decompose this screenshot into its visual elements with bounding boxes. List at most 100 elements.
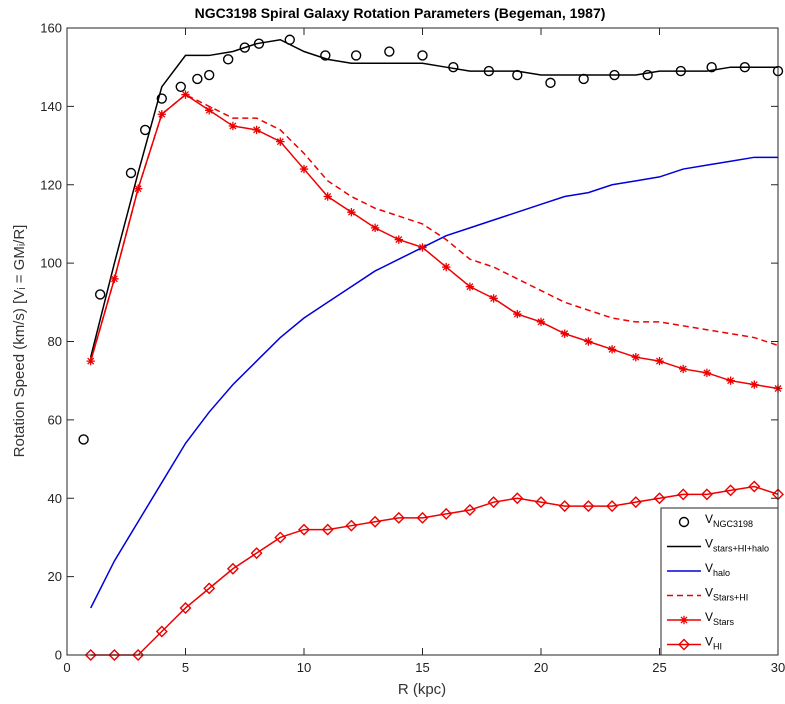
data-point xyxy=(584,337,593,346)
data-point xyxy=(156,93,168,104)
data-point xyxy=(679,364,688,374)
data-point xyxy=(84,649,97,661)
series-v-stars-hi xyxy=(89,93,779,362)
legend-label-sub: NGC3198 xyxy=(713,519,753,529)
data-point xyxy=(536,317,546,327)
legend-label: Vstars+HI+halo xyxy=(705,537,769,554)
series-v-hi xyxy=(84,480,784,661)
data-point xyxy=(239,42,250,53)
data-point xyxy=(513,309,522,319)
data-point xyxy=(487,496,500,509)
legend: VNGC3198Vstars+HI+haloVhaloVStars+HIVSta… xyxy=(660,507,779,656)
data-point xyxy=(228,121,238,131)
y-tick-label: 160 xyxy=(40,21,62,36)
legend-swatch-marker xyxy=(678,516,690,528)
data-point xyxy=(558,500,571,513)
series-line-v-stars-hi xyxy=(89,93,779,362)
legend-label-sub: Stars+HI xyxy=(713,593,748,603)
data-point xyxy=(125,167,137,179)
data-point xyxy=(298,523,310,536)
data-point xyxy=(560,329,569,338)
data-point xyxy=(222,54,234,65)
data-point xyxy=(489,294,498,303)
data-point xyxy=(133,184,143,193)
legend-label: VHI xyxy=(705,635,722,652)
data-point xyxy=(629,496,642,509)
data-point xyxy=(442,262,451,272)
legend-label-main: V xyxy=(705,610,713,624)
data-point xyxy=(369,515,382,528)
legend-label-sub: stars+HI+halo xyxy=(713,544,769,554)
data-point xyxy=(463,504,476,516)
data-point xyxy=(392,511,405,524)
data-point xyxy=(384,46,395,57)
x-tick-label: 5 xyxy=(182,660,189,675)
x-tick-label: 25 xyxy=(652,660,666,675)
data-point xyxy=(655,356,664,366)
chart-title: NGC3198 Spiral Galaxy Rotation Parameter… xyxy=(195,5,606,21)
legend-label-sub: halo xyxy=(713,568,730,578)
data-point xyxy=(347,207,356,217)
data-point xyxy=(181,90,190,99)
data-point xyxy=(323,192,332,201)
legend-box xyxy=(660,507,779,656)
data-point xyxy=(748,480,761,493)
y-tick-label: 60 xyxy=(48,412,62,427)
data-point xyxy=(108,649,121,661)
legend-item-v-halo: Vhalo xyxy=(667,561,730,578)
data-point xyxy=(417,50,428,61)
tick-layer: 0 5 10 15 20 25 30 0 20 40 60 80 100 120 140 160 xyxy=(40,21,785,676)
legend-label: VStars xyxy=(705,610,735,627)
data-point xyxy=(321,523,334,536)
data-point xyxy=(642,69,653,81)
data-point xyxy=(192,73,203,85)
legend-item-v-hi: VHI xyxy=(667,635,722,652)
data-point xyxy=(418,243,427,252)
data-point xyxy=(726,376,735,385)
data-point xyxy=(535,496,547,509)
data-point xyxy=(155,625,168,638)
data-point xyxy=(724,484,737,497)
x-tick-label: 15 xyxy=(415,660,429,675)
data-point xyxy=(86,356,95,366)
legend-label-main: V xyxy=(705,635,713,649)
data-point xyxy=(78,434,89,445)
x-tick-label: 10 xyxy=(297,660,311,675)
legend-label-main: V xyxy=(705,586,713,600)
y-tick-label: 80 xyxy=(48,334,62,349)
legend-item-v-stars-hi-halo: Vstars+HI+halo xyxy=(667,537,769,554)
x-tick-label: 30 xyxy=(771,660,785,675)
data-point xyxy=(582,500,595,513)
legend-label-main: V xyxy=(705,537,713,551)
data-point xyxy=(606,500,619,513)
data-point xyxy=(345,519,358,532)
legend-item-v-ngc3198: VNGC3198 xyxy=(678,512,753,529)
series-line-v-halo xyxy=(90,156,778,609)
plot-area xyxy=(67,28,778,655)
x-tick-label: 0 xyxy=(63,660,70,675)
data-point xyxy=(545,77,556,89)
data-point xyxy=(653,492,666,505)
data-point xyxy=(179,601,192,614)
legend-label-main: V xyxy=(705,512,713,526)
series-layer xyxy=(78,34,784,661)
data-point xyxy=(465,282,475,291)
data-point xyxy=(110,274,119,283)
data-point xyxy=(299,164,309,174)
data-point xyxy=(416,511,429,524)
legend-label: VStars+HI xyxy=(705,586,748,603)
data-point xyxy=(203,69,215,81)
data-point xyxy=(276,137,285,146)
data-point xyxy=(175,81,186,92)
data-point xyxy=(700,488,713,501)
y-tick-label: 20 xyxy=(48,569,62,584)
legend-item-v-stars: VStars xyxy=(667,610,735,627)
data-point xyxy=(750,380,759,389)
data-point xyxy=(607,345,617,354)
series-v-halo xyxy=(90,156,778,609)
legend-swatch-marker xyxy=(679,615,689,625)
data-point xyxy=(250,547,263,560)
y-tick-label: 120 xyxy=(40,177,62,192)
data-point xyxy=(205,106,214,115)
data-point xyxy=(370,223,380,233)
